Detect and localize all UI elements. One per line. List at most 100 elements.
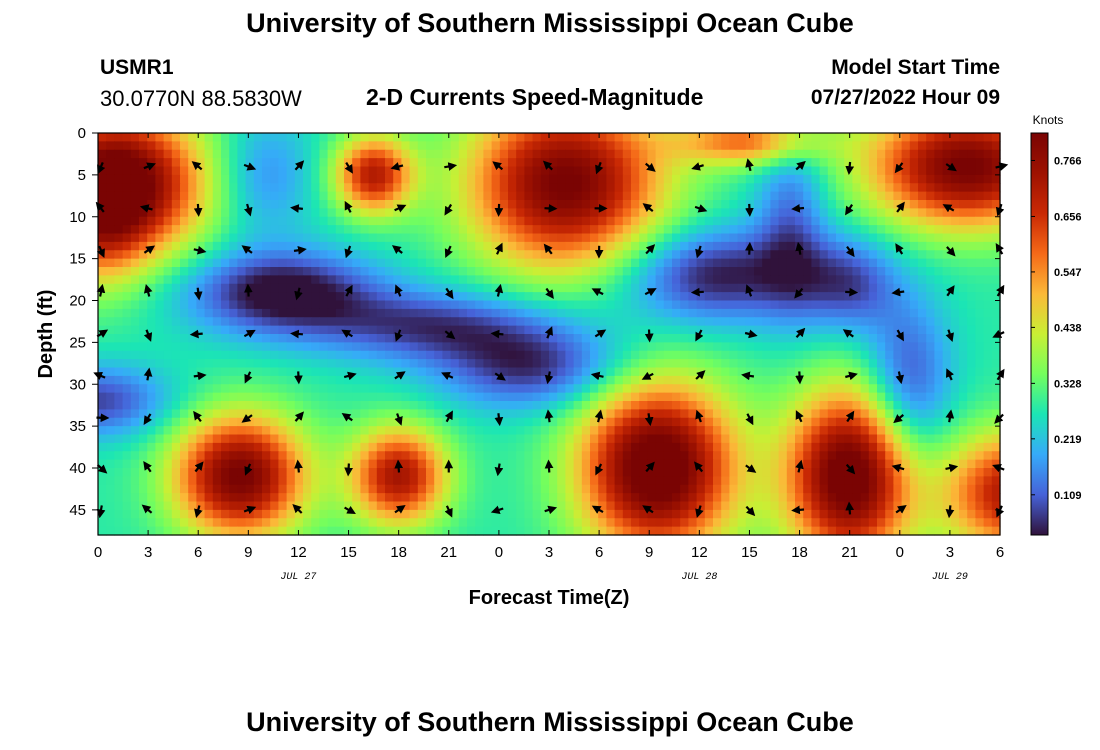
heatmap-cell — [401, 183, 411, 193]
heatmap-cell — [393, 174, 402, 184]
heatmap-cell — [196, 476, 206, 486]
heatmap-cell — [688, 359, 698, 369]
heatmap-cell — [967, 317, 976, 327]
heatmap-cell — [163, 484, 173, 494]
heatmap-cell — [622, 225, 632, 235]
heatmap-cell — [376, 283, 386, 293]
heatmap-cell — [385, 350, 394, 360]
heatmap-cell — [335, 451, 345, 461]
heatmap-cell — [795, 484, 804, 494]
heatmap-cell — [180, 434, 189, 444]
heatmap-cell — [950, 183, 960, 193]
heatmap-cell — [106, 317, 115, 327]
heatmap-cell — [327, 451, 337, 461]
heatmap-cell — [672, 275, 681, 285]
heatmap-cell — [458, 342, 468, 352]
heatmap-cell — [836, 392, 845, 402]
heatmap-cell — [98, 216, 107, 226]
heatmap-cell — [393, 442, 402, 452]
heatmap-cell — [434, 191, 443, 201]
heatmap-cell — [491, 434, 501, 444]
heatmap-cell — [508, 225, 517, 235]
heatmap-cell — [950, 342, 960, 352]
heatmap-cell — [959, 174, 968, 184]
heatmap-cell — [754, 149, 763, 159]
heatmap-cell — [950, 350, 960, 360]
heatmap-cell — [860, 166, 870, 176]
heatmap-cell — [188, 258, 197, 268]
heatmap-cell — [549, 191, 558, 201]
heatmap-cell — [557, 459, 566, 469]
heatmap-cell — [262, 174, 271, 184]
heatmap-cell — [352, 141, 361, 151]
heatmap-cell — [836, 468, 845, 477]
heatmap-cell — [540, 417, 550, 427]
heatmap-cell — [450, 375, 460, 385]
heatmap-cell — [975, 141, 985, 151]
heatmap-cell — [786, 200, 796, 209]
heatmap-cell — [631, 174, 640, 184]
heatmap-cell — [294, 359, 304, 369]
heatmap-cell — [655, 442, 665, 452]
heatmap-cell — [942, 501, 952, 511]
heatmap-cell — [417, 493, 427, 503]
heatmap-cell — [237, 275, 247, 285]
heatmap-cell — [704, 359, 714, 369]
heatmap-cell — [590, 401, 599, 410]
heatmap-cell — [434, 401, 443, 410]
heatmap-cell — [803, 342, 812, 352]
heatmap-cell — [729, 451, 739, 461]
heatmap-cell — [598, 149, 607, 159]
heatmap-cell — [171, 434, 181, 444]
heatmap-cell — [950, 174, 960, 184]
heatmap-cell — [303, 233, 312, 243]
heatmap-cell — [934, 342, 944, 352]
heatmap-cell — [983, 250, 993, 260]
heatmap-cell — [417, 367, 427, 377]
heatmap-cell — [426, 317, 435, 327]
heatmap-cell — [499, 442, 509, 452]
heatmap-cell — [221, 476, 230, 486]
heatmap-cell — [827, 292, 837, 302]
heatmap-cell — [606, 451, 616, 461]
heatmap-cell — [860, 200, 870, 209]
heatmap-cell — [557, 367, 566, 377]
heatmap-cell — [262, 267, 271, 276]
heatmap-cell — [229, 509, 238, 519]
heatmap-cell — [557, 292, 566, 302]
heatmap-cell — [926, 283, 935, 293]
heatmap-cell — [737, 166, 747, 176]
heatmap-cell — [434, 133, 443, 142]
heatmap-cell — [229, 158, 238, 168]
heatmap-cell — [918, 334, 927, 343]
heatmap-cell — [98, 509, 107, 519]
heatmap-cell — [540, 476, 550, 486]
heatmap-cell — [934, 166, 944, 176]
heatmap-cell — [319, 183, 329, 193]
heatmap-cell — [516, 442, 525, 452]
heatmap-cell — [950, 283, 960, 293]
heatmap-cell — [319, 442, 329, 452]
heatmap-cell — [335, 166, 345, 176]
heatmap-cell — [171, 258, 181, 268]
heatmap-cell — [286, 375, 296, 385]
heatmap-cell — [729, 200, 739, 209]
heatmap-cell — [385, 149, 394, 159]
heatmap-cell — [672, 208, 681, 218]
heatmap-cell — [704, 334, 714, 343]
heatmap-cell — [868, 208, 878, 218]
heatmap-cell — [762, 200, 771, 209]
heatmap-cell — [926, 141, 935, 151]
heatmap-cell — [754, 183, 763, 193]
heatmap-cell — [704, 367, 714, 377]
heatmap-cell — [262, 375, 271, 385]
heatmap-cell — [762, 342, 771, 352]
heatmap-cell — [508, 501, 517, 511]
heatmap-cell — [688, 451, 698, 461]
heatmap-cell — [319, 174, 329, 184]
heatmap-cell — [819, 367, 829, 377]
heatmap-cell — [409, 342, 419, 352]
heatmap-cell — [368, 317, 378, 327]
heatmap-cell — [491, 375, 501, 385]
heatmap-cell — [827, 233, 837, 243]
